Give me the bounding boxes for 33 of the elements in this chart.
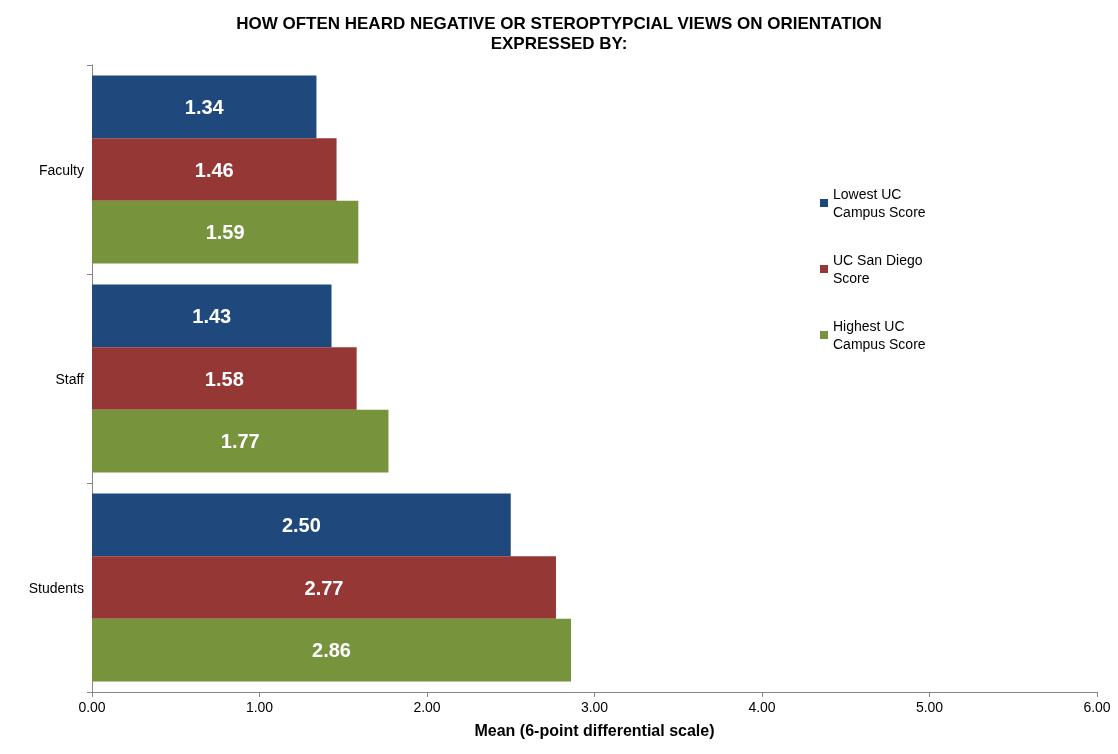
x-axis-title: Mean (6-point differential scale): [474, 721, 715, 739]
data-label: 1.58: [204, 367, 244, 390]
bar: [92, 200, 359, 264]
legend-label: Lowest UC Campus Score: [833, 186, 926, 220]
bar: [92, 284, 332, 348]
y-tick-label: Faculty: [38, 161, 84, 178]
data-label: 2.86: [312, 639, 351, 662]
y-tick-label: Staff: [55, 370, 85, 387]
data-label: 2.50: [281, 513, 321, 536]
x-tick-label: 2.00: [413, 699, 441, 715]
legend-label: Highest UC Campus Score: [833, 318, 926, 352]
bar: [92, 347, 357, 410]
x-tick-label: 3.00: [580, 699, 609, 715]
bar: [92, 618, 572, 682]
data-label: 1.34: [184, 95, 225, 118]
legend-label: UC San Diego Score: [833, 252, 927, 286]
data-label: 1.77: [220, 430, 260, 453]
bar: [92, 493, 511, 557]
y-tick-label: Students: [28, 579, 84, 596]
bar: [92, 138, 337, 201]
x-tick-label: 6.00: [1083, 699, 1111, 715]
x-tick-label: 5.00: [915, 699, 944, 715]
chart-title: HOW OFTEN HEARD NEGATIVE OR STEROPTYPCIAL VIEWS ON ORIENTATION EXPRESSED BY:: [236, 13, 882, 53]
x-tick-label: 0.00: [78, 699, 106, 715]
data-label: 1.43: [192, 304, 232, 327]
data-label: 1.46: [194, 158, 234, 181]
data-label: 1.59: [205, 221, 245, 244]
bar: [92, 556, 556, 619]
x-tick-label: 4.00: [748, 699, 776, 715]
bar: [92, 409, 389, 473]
x-tick-label: 1.00: [245, 699, 274, 715]
bar: [92, 75, 317, 139]
data-label: 2.77: [304, 576, 344, 599]
